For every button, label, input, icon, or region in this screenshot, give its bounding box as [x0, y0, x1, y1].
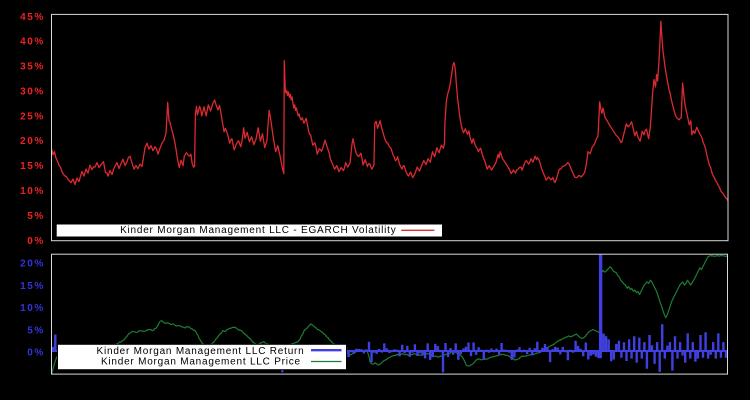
svg-text:45%: 45% [20, 12, 45, 23]
svg-text:Kinder Morgan Management LLC -: Kinder Morgan Management LLC - EGARCH Vo… [120, 225, 396, 236]
svg-text:10%: 10% [20, 186, 45, 197]
svg-text:Kinder Morgan Management LLC R: Kinder Morgan Management LLC Return [97, 346, 305, 357]
svg-text:Kinder Morgan Management LLC P: Kinder Morgan Management LLC Price [101, 357, 301, 368]
svg-text:40%: 40% [20, 37, 45, 48]
svg-text:10%: 10% [20, 303, 45, 314]
svg-text:30%: 30% [20, 87, 45, 98]
svg-text:15%: 15% [20, 161, 45, 172]
svg-text:5%: 5% [27, 325, 45, 336]
svg-text:5%: 5% [27, 211, 45, 222]
svg-text:0%: 0% [27, 348, 45, 359]
svg-text:20%: 20% [20, 136, 45, 147]
svg-text:0%: 0% [27, 236, 45, 247]
svg-text:35%: 35% [20, 62, 45, 73]
svg-text:20%: 20% [20, 259, 45, 270]
svg-text:15%: 15% [20, 281, 45, 292]
svg-text:25%: 25% [20, 111, 45, 122]
